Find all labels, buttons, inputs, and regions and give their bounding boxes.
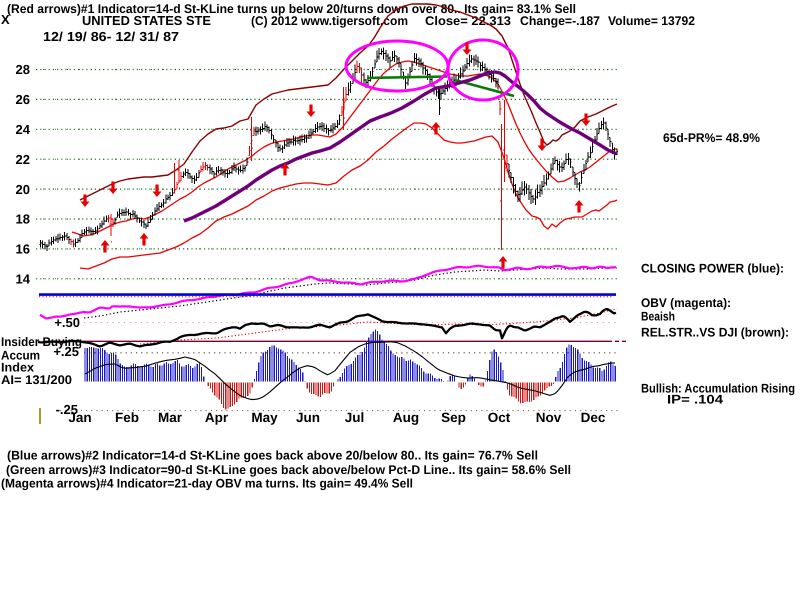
svg-text:Bullish: Accumulation Rising: Bullish: Accumulation Rising [641,382,795,396]
svg-text:(C) 2012 www.tigersoft.com: (C) 2012 www.tigersoft.com [251,14,408,28]
svg-text:Jan: Jan [68,410,91,425]
svg-text:(Green arrows)#3 Indicator=90-: (Green arrows)#3 Indicator=90-d St-KLine… [6,463,571,477]
svg-text:Accum: Accum [1,349,40,363]
svg-text:26: 26 [16,92,30,107]
svg-text:Beaish: Beaish [641,310,675,324]
svg-text:Dec: Dec [581,410,606,425]
svg-text:REL.STR..VS DJI (brown):: REL.STR..VS DJI (brown): [641,326,789,340]
svg-text:(Magenta arrows)#4 Indicator=2: (Magenta arrows)#4 Indicator=21-day OBV … [1,477,413,491]
svg-text:Volume= 13792: Volume= 13792 [608,14,695,28]
svg-text:12/ 19/ 86- 12/ 31/ 87: 12/ 19/ 86- 12/ 31/ 87 [43,29,179,44]
svg-text:28: 28 [16,62,30,77]
svg-text:UNITED STATES STE: UNITED STATES STE [82,13,211,28]
svg-text:65d-PR%= 48.9%: 65d-PR%= 48.9% [663,131,760,145]
svg-text:Nov: Nov [536,410,562,425]
svg-text:Mar: Mar [158,410,183,425]
svg-text:Close= 22.313: Close= 22.313 [425,14,511,28]
svg-text:(Red arrows)#1 Indicator=14-d: (Red arrows)#1 Indicator=14-d St-KLine t… [7,2,576,16]
svg-text:Oct: Oct [488,410,511,425]
svg-text:-.25: -.25 [56,402,78,417]
svg-text:IP= .104: IP= .104 [667,393,723,407]
svg-text:(Blue arrows)#2 Indicator=14-d: (Blue arrows)#2 Indicator=14-d St-KLine … [7,449,538,463]
svg-text:Jul: Jul [345,410,365,425]
svg-text:20: 20 [16,182,30,197]
svg-text:Apr: Apr [205,410,229,425]
svg-text:Jun: Jun [296,410,320,425]
svg-text:22: 22 [16,152,30,167]
svg-text:CLOSING POWER (blue):: CLOSING POWER (blue): [641,262,784,276]
svg-text:Index: Index [1,361,34,375]
svg-text:Feb: Feb [115,410,139,425]
svg-text:16: 16 [16,242,30,257]
svg-text:+.50: +.50 [54,315,80,330]
svg-text:Aug: Aug [393,410,419,425]
svg-text:Change=-.187: Change=-.187 [520,14,600,28]
svg-text:Sep: Sep [441,410,466,425]
svg-text:18: 18 [16,212,30,227]
svg-text:24: 24 [16,122,31,137]
svg-text:May: May [251,410,278,425]
svg-text:X: X [1,12,10,27]
svg-text:OBV (magenta):: OBV (magenta): [641,296,731,310]
svg-text:AI= 131/200: AI= 131/200 [1,373,72,387]
svg-text:+.25: +.25 [53,344,79,359]
svg-text:14: 14 [16,272,31,287]
